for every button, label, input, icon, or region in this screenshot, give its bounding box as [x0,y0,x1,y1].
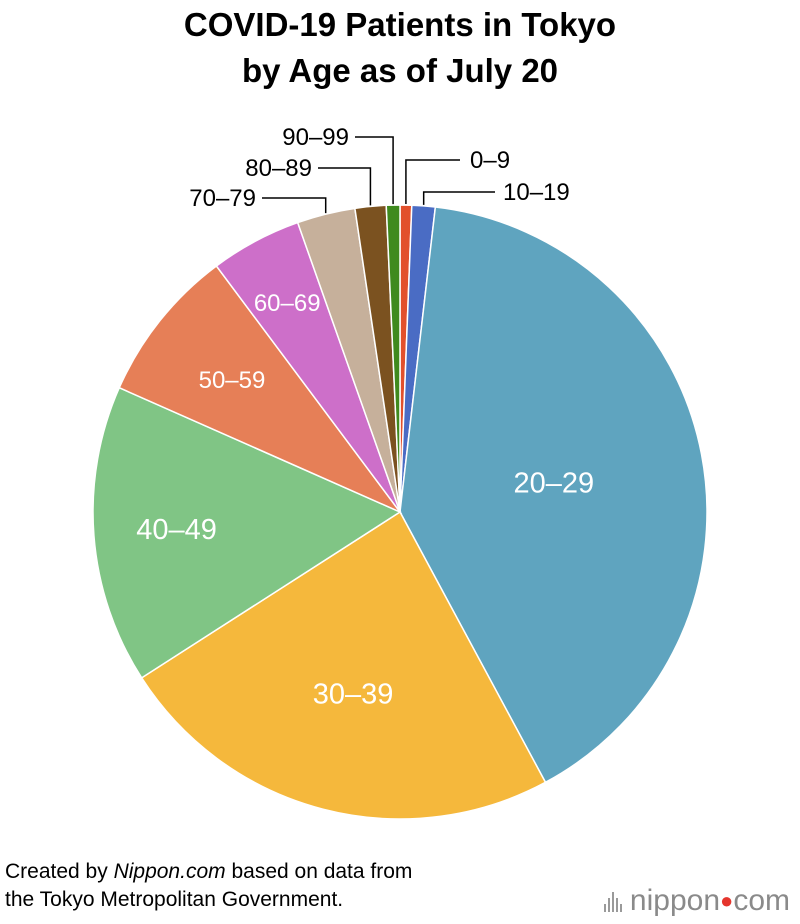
pie-slice-20-29 [399,206,708,784]
leader-line-70-79 [262,197,327,214]
pie-chart: 0–9 10–19 20–29 30–39 40–49 50–59 60–69 70–79 80… [92,124,708,820]
leader-line-0-9 [405,159,460,205]
leader-line-10-19 [422,191,495,205]
slice-label-40-49: 40–49 [136,514,217,546]
chart-title: COVID-19 Patients in Tokyo by Age as of … [0,2,800,94]
slice-label-50-59: 50–59 [199,367,266,394]
logo-dot-icon [720,888,733,914]
slice-label-90-99: 90–99 [282,124,349,151]
slice-label-0-9: 0–9 [470,147,510,174]
slice-label-20-29: 20–29 [513,468,594,500]
chart-title-line1: COVID-19 Patients in Tokyo [183,6,617,43]
logo-bars-icon [603,890,622,912]
leader-line-80-89 [318,167,372,206]
pie-slice-30-39 [140,510,547,820]
slice-label-60-69: 60–69 [254,290,321,317]
source-note: Created by Nippon.com based on data from… [5,858,412,914]
slice-label-70-79: 70–79 [189,185,256,212]
chart-title-line2: by Age as of July 20 [241,52,559,89]
logo-text-part2: com [733,884,790,917]
slice-label-30-39: 30–39 [313,678,394,710]
slice-label-10-19: 10–19 [503,179,570,206]
leader-line-90-99 [355,136,394,205]
nippon-logo: nippon com [603,884,790,918]
pie-slice-90-99 [385,204,401,513]
source-brand: Nippon.com [113,860,226,883]
pie-slice-40-49 [92,386,402,679]
source-note-line1: Created by Nippon.com based on data from [5,860,413,883]
slice-label-80-89: 80–89 [245,155,312,182]
logo-text-part1: nippon [629,884,721,917]
source-note-line2: the Tokyo Metropolitan Government. [5,888,344,911]
pie-slice-50-59 [118,264,403,514]
